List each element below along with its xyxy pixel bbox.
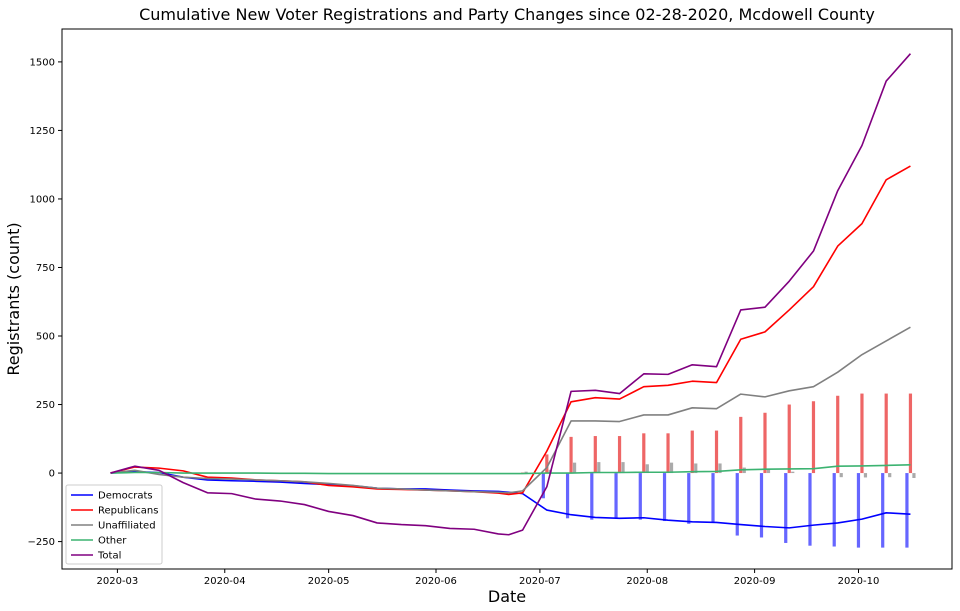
bar-republicans-4 xyxy=(617,436,622,474)
y-tick-label-1: 0 xyxy=(49,469,55,480)
bar-republicans-13 xyxy=(836,395,840,474)
x-tick-label-4: 2020-07 xyxy=(519,576,561,587)
chart-title: Cumulative New Voter Registrations and P… xyxy=(139,5,875,24)
bar-republicans-12 xyxy=(811,401,816,474)
bar-unaffiliated-5 xyxy=(645,464,649,474)
bar-democrats-13 xyxy=(832,473,836,547)
bar-republicans-5 xyxy=(642,433,646,474)
bar-republicans-11 xyxy=(787,404,791,474)
bar-democrats-11 xyxy=(784,473,788,543)
series-line-unaffiliated xyxy=(110,326,911,494)
bar-republicans-7 xyxy=(690,430,694,474)
bar-democrats-2 xyxy=(565,473,570,519)
x-tick-label-1: 2020-04 xyxy=(204,576,246,587)
bar-democrats-10 xyxy=(759,473,764,538)
legend-label-democrats: Democrats xyxy=(98,491,153,502)
bar-unaffiliated-3 xyxy=(597,462,601,474)
bar-democrats-6 xyxy=(662,473,667,522)
bar-republicans-0 xyxy=(520,472,525,474)
x-tick-label-2: 2020-05 xyxy=(308,576,350,587)
bar-republicans-3 xyxy=(593,436,597,474)
legend: Democrats Republicans Unaffiliated Other Tot… xyxy=(65,484,163,565)
bar-republicans-10 xyxy=(763,412,767,474)
bar-unaffiliated-16 xyxy=(912,473,916,478)
x-tick-label-5: 2020-08 xyxy=(626,576,668,587)
x-axis-title: Date xyxy=(488,587,526,606)
bar-democrats-3 xyxy=(590,473,594,520)
legend-label-other: Other xyxy=(98,536,127,547)
y-axis-title: Registrants (count) xyxy=(4,222,23,375)
bar-republicans-8 xyxy=(714,430,719,474)
bar-democrats-9 xyxy=(735,473,739,536)
bar-unaffiliated-13 xyxy=(839,473,843,478)
y-tick-label-3: 500 xyxy=(36,332,55,343)
bar-republicans-1 xyxy=(545,454,549,474)
bar-republicans-15 xyxy=(884,393,888,474)
bar-democrats-16 xyxy=(905,473,909,548)
bar-unaffiliated-8 xyxy=(718,463,722,474)
y-tick-label-4: 750 xyxy=(36,263,55,274)
x-tick-label-0: 2020-03 xyxy=(97,576,139,587)
legend-label-unaffiliated: Unaffiliated xyxy=(98,521,156,532)
bar-unaffiliated-10 xyxy=(766,469,771,474)
legend-box xyxy=(65,484,163,565)
y-tick-label-6: 1250 xyxy=(30,126,55,137)
bar-democrats-12 xyxy=(808,473,812,546)
bar-republicans-9 xyxy=(739,416,743,474)
bar-democrats-15 xyxy=(881,473,885,548)
y-tick-label-7: 1500 xyxy=(30,57,55,68)
bar-unaffiliated-2 xyxy=(572,462,577,474)
bar-unaffiliated-4 xyxy=(621,462,625,474)
bar-republicans-2 xyxy=(569,436,573,474)
bar-republicans-14 xyxy=(860,393,864,474)
bar-democrats-5 xyxy=(638,473,642,520)
series-line-other xyxy=(110,464,911,475)
y-tick-label-5: 1000 xyxy=(30,194,55,205)
bar-unaffiliated-14 xyxy=(863,473,868,478)
plot-frame xyxy=(61,28,953,570)
y-axis: −250 0 250 500 750 1000 1250 1500 xyxy=(28,57,62,548)
x-axis: 2020-03 2020-04 2020-05 2020-06 2020-07 2020-… xyxy=(97,569,880,587)
series-line-total xyxy=(110,53,912,536)
bar-unaffiliated-6 xyxy=(669,462,674,474)
x-tick-label-6: 2020-09 xyxy=(734,576,776,587)
bar-unaffiliated-7 xyxy=(694,463,698,474)
x-tick-label-7: 2020-10 xyxy=(838,576,880,587)
bar-democrats-14 xyxy=(856,473,861,548)
bar-unaffiliated-15 xyxy=(888,473,892,478)
bar-democrats-4 xyxy=(614,473,618,519)
bar-unaffiliated-0 xyxy=(524,471,528,474)
bar-democrats-1 xyxy=(541,473,545,499)
legend-label-republicans: Republicans xyxy=(98,506,158,517)
bar-unaffiliated-11 xyxy=(791,471,795,474)
y-tick-label-0: −250 xyxy=(28,537,55,548)
y-tick-label-2: 250 xyxy=(36,400,55,411)
x-tick-label-3: 2020-06 xyxy=(415,576,457,587)
bar-democrats-7 xyxy=(687,473,691,524)
bar-democrats-8 xyxy=(711,473,715,523)
lines-layer xyxy=(110,53,912,536)
legend-label-total: Total xyxy=(97,551,121,562)
bar-republicans-16 xyxy=(908,393,913,474)
bar-republicans-6 xyxy=(666,433,670,474)
